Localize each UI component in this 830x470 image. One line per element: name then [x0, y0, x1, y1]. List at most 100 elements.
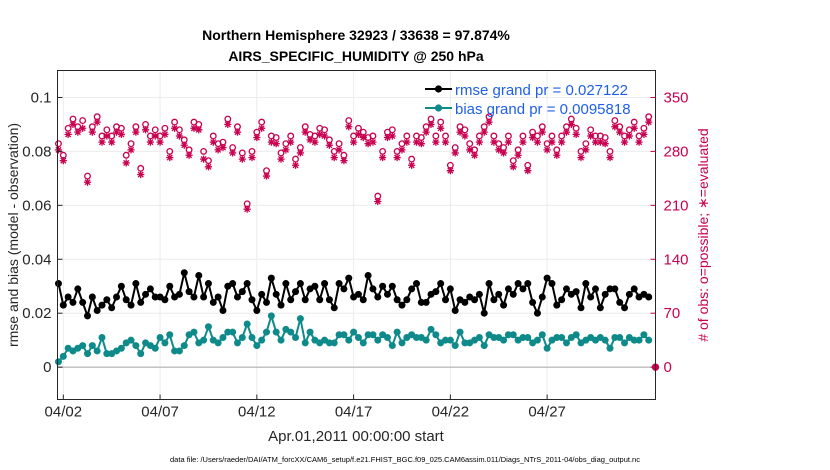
series-point-rmse — [369, 285, 377, 293]
series-point-rmse — [611, 285, 619, 293]
obs-evaluated-point — [379, 153, 387, 162]
series-point-bias — [340, 331, 348, 339]
series-point-bias — [79, 342, 87, 350]
series-point-rmse — [108, 304, 116, 312]
series-point-bias — [83, 350, 91, 358]
series-point-bias — [233, 339, 241, 347]
obs-evaluated-point — [335, 146, 343, 154]
obs-evaluated-point — [185, 151, 193, 159]
obs-evaluated-point — [388, 132, 396, 140]
series-point-bias — [219, 333, 227, 341]
series-point-rmse — [442, 296, 450, 304]
series-point-bias — [504, 331, 512, 339]
series-point-rmse — [388, 282, 396, 290]
series-point-bias — [451, 342, 459, 350]
series-point-bias — [166, 331, 174, 339]
obs-evaluated-point — [345, 123, 353, 131]
y-right-tick-label: 210 — [664, 197, 689, 214]
obs-evaluated-point — [533, 138, 542, 146]
obs-evaluated-point — [398, 146, 406, 154]
obs-evaluated-point — [616, 128, 624, 136]
obs-evaluated-point — [137, 170, 145, 179]
series-point-rmse — [408, 285, 416, 293]
obs-evaluated-point — [572, 130, 580, 139]
series-point-bias — [156, 333, 164, 341]
series-point-rmse — [142, 290, 150, 298]
obs-evaluated-point — [369, 138, 377, 146]
series-point-bias — [553, 333, 561, 341]
obs-evaluated-point — [645, 118, 653, 126]
series-point-rmse — [292, 288, 300, 296]
obs-evaluated-point — [548, 138, 556, 146]
plot-area — [57, 70, 656, 400]
obs-evaluated-point — [422, 128, 430, 136]
obs-evaluated-point — [74, 128, 82, 136]
legend-bias-marker — [434, 104, 443, 112]
series-point-rmse — [88, 293, 96, 301]
series-point-rmse — [258, 290, 266, 298]
series-point-rmse — [601, 290, 609, 298]
series-point-rmse — [345, 274, 353, 282]
series-point-rmse — [64, 293, 72, 301]
obs-evaluated-point — [427, 120, 435, 129]
series-point-bias — [601, 336, 609, 344]
series-point-rmse — [480, 309, 488, 317]
obs-evaluated-point — [330, 153, 338, 162]
series-point-rmse — [432, 288, 440, 296]
obs-evaluated-point — [287, 138, 295, 146]
series-point-rmse — [330, 304, 338, 312]
obs-evaluated-point — [509, 163, 517, 171]
obs-evaluated-point — [466, 146, 474, 154]
obs-count-layer — [54, 113, 660, 371]
series-point-rmse — [529, 298, 537, 306]
series-point-rmse — [316, 296, 324, 304]
series-point-rmse — [606, 285, 614, 293]
obs-evaluated-point — [441, 138, 450, 146]
series-point-bias — [306, 328, 314, 336]
series-point-rmse — [582, 280, 590, 288]
series-point-bias — [388, 342, 396, 350]
series-point-rmse — [287, 296, 295, 304]
obs-evaluated-point — [170, 124, 179, 132]
x-tick-label: 04/12 — [238, 404, 276, 421]
series-point-bias — [345, 336, 353, 344]
series-point-bias — [132, 342, 140, 350]
y-right-tick-label: 280 — [664, 143, 689, 160]
obs-evaluated-point — [601, 140, 609, 148]
y-left-tick-label: 0.04 — [22, 251, 51, 268]
series-point-rmse — [321, 280, 329, 288]
series-point-rmse — [379, 282, 387, 290]
y-right-tick-label: 0 — [664, 359, 672, 376]
obs-evaluated-point — [596, 138, 604, 146]
series-point-bias — [253, 342, 261, 350]
series-point-bias — [151, 344, 159, 352]
series-point-rmse — [383, 290, 391, 298]
series-point-bias — [200, 336, 208, 344]
series-point-rmse — [277, 301, 285, 309]
series-point-rmse — [122, 296, 130, 304]
obs-evaluated-point — [587, 132, 595, 140]
obs-evaluated-point — [325, 141, 334, 149]
series-point-bias — [296, 315, 304, 323]
obs-evaluated-point — [190, 124, 198, 132]
obs-evaluated-point — [359, 133, 367, 142]
obs-evaluated-point — [258, 124, 266, 132]
series-point-bias — [519, 333, 527, 341]
obs-evaluated-point — [538, 128, 546, 136]
series-point-rmse — [359, 296, 367, 304]
series-point-bias — [393, 328, 401, 336]
series-point-bias — [88, 342, 96, 350]
series-point-bias — [263, 328, 271, 336]
series-point-rmse — [219, 307, 227, 315]
series-point-bias — [287, 328, 295, 336]
plot-frame — [57, 70, 656, 400]
series-point-bias — [127, 336, 135, 344]
series-point-rmse — [451, 307, 459, 315]
obs-evaluated-point — [461, 132, 469, 140]
obs-evaluated-point — [180, 141, 188, 149]
series-point-bias — [359, 339, 367, 347]
series-point-rmse — [180, 269, 188, 277]
series-point-rmse — [83, 312, 91, 320]
series-point-rmse — [446, 285, 454, 293]
obs-evaluated-point — [248, 153, 256, 162]
